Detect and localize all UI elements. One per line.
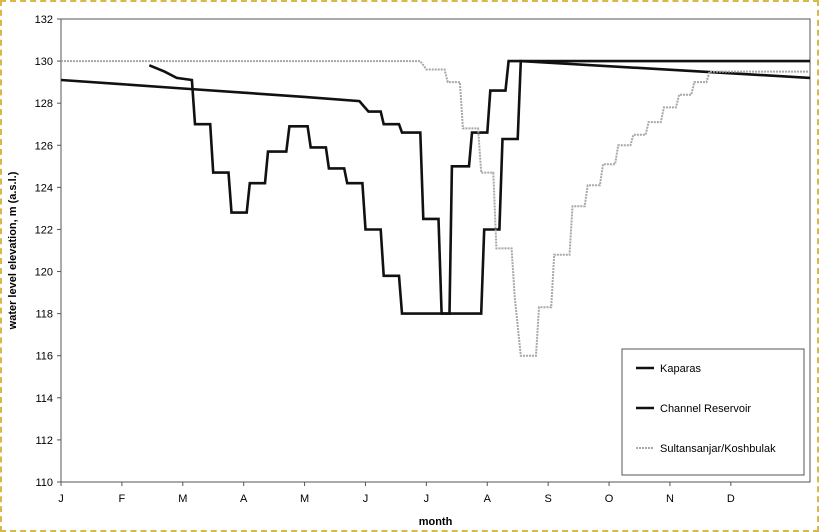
y-tick-label: 114 (35, 393, 53, 405)
series-layer (60, 59, 811, 357)
x-tick-label: D (727, 493, 735, 505)
x-tick-label: N (666, 493, 674, 505)
y-axis: 110 112 114 116 118 120 122 124 126 128 130 132 (35, 14, 61, 489)
series-line-2 (61, 60, 810, 357)
x-axis-title: month (419, 516, 453, 528)
y-axis-title: water level elevation, m (a.s.l.) (7, 171, 19, 330)
y-tick-label: 132 (35, 14, 53, 26)
y-tick-label: 118 (35, 309, 53, 321)
x-tick-label: O (605, 493, 614, 505)
y-tick-label: 120 (35, 267, 53, 279)
x-tick-label: M (300, 493, 309, 505)
y-tick-label: 126 (35, 140, 53, 152)
series-line-1 (148, 59, 811, 315)
legend: Kaparas Channel Reservoir Sultansanjar/Kos… (621, 348, 805, 476)
x-tick-label: A (484, 493, 492, 505)
legend-label: Sultansanjar/Koshbulak (660, 443, 776, 455)
y-tick-label: 110 (35, 477, 53, 489)
legend-label: Kaparas (660, 363, 701, 375)
legend-label: Channel Reservoir (660, 403, 751, 415)
x-tick-label: A (240, 493, 248, 505)
x-tick-label: S (544, 493, 551, 505)
y-tick-label: 122 (35, 224, 53, 236)
y-tick-label: 112 (35, 435, 53, 447)
x-tick-label: M (178, 493, 187, 505)
x-tick-label: J (58, 493, 64, 505)
legend-box (621, 348, 805, 476)
y-tick-label: 128 (35, 98, 53, 110)
x-tick-label: J (363, 493, 369, 505)
y-tick-label: 116 (35, 351, 53, 363)
x-tick-label: J (424, 493, 430, 505)
y-tick-label: 130 (35, 56, 53, 68)
series-line-0 (60, 59, 810, 315)
x-tick-label: F (119, 493, 126, 505)
y-tick-label: 124 (35, 182, 53, 194)
